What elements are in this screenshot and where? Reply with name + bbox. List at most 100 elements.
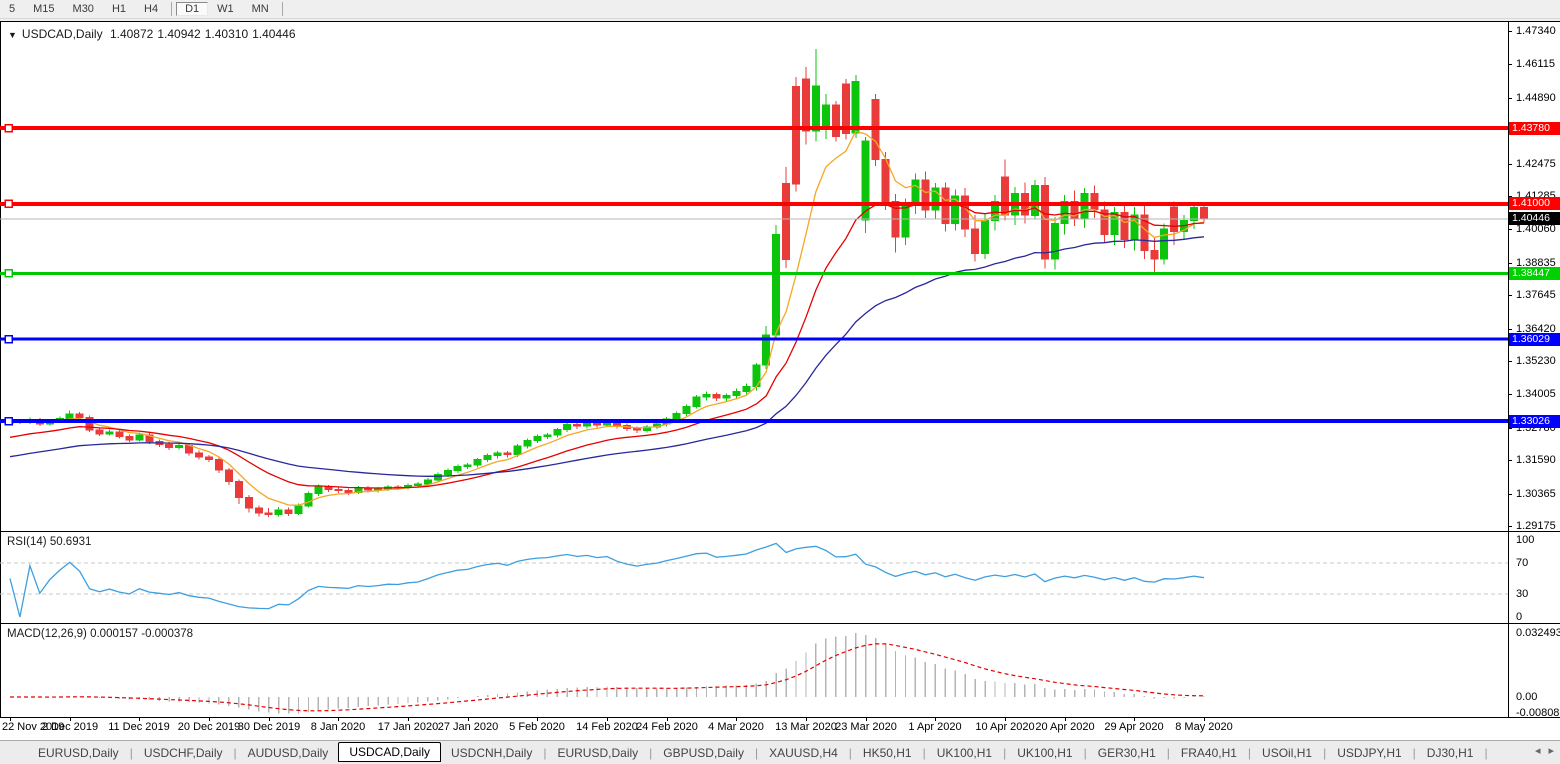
timeframe-button-M30[interactable]: M30 bbox=[72, 3, 94, 15]
chart-tab-HK50-H1[interactable]: HK50,H1 bbox=[862, 745, 912, 760]
tab-separator: | bbox=[1083, 745, 1087, 760]
rsi-axis-value: 0 bbox=[1516, 611, 1523, 623]
hline-handle[interactable] bbox=[4, 334, 13, 344]
chart-ohlc-header: ▼ USDCAD,Daily 1.40872 1.40942 1.40310 1.404… bbox=[8, 27, 300, 41]
hline-1.41[interactable] bbox=[0, 199, 1508, 209]
main-price-pane bbox=[0, 49, 1508, 518]
hline-1.4378[interactable] bbox=[0, 123, 1508, 133]
tab-scroll-left-icon[interactable]: ◂ bbox=[1534, 745, 1541, 757]
date-axis-tick bbox=[607, 718, 608, 721]
line-price-label-1.36029: 1.36029 bbox=[1509, 333, 1560, 346]
price-axis-value: 1.40060 bbox=[1516, 223, 1556, 235]
timeframe-button-W1[interactable]: W1 bbox=[217, 3, 234, 15]
date-axis-tick bbox=[806, 718, 807, 721]
timeframe-button-H4[interactable]: H4 bbox=[144, 3, 159, 15]
chart-tab-FRA40-H1[interactable]: FRA40,H1 bbox=[1180, 745, 1237, 760]
timeframe-toolbar: 5 M15 M30 H1 H4 D1 W1 MN bbox=[0, 0, 1560, 19]
chart-tab-AUDUSD-Daily[interactable]: AUDUSD,Daily bbox=[247, 745, 329, 760]
high-value: 1.40942 bbox=[157, 27, 201, 41]
hline-handle[interactable] bbox=[4, 269, 13, 278]
date-axis-tick bbox=[1204, 718, 1205, 721]
chart-tab-XAUUSD-H4[interactable]: XAUUSD,H4 bbox=[769, 745, 838, 760]
chart-tab-GER30-H1[interactable]: GER30,H1 bbox=[1097, 745, 1156, 760]
price-axis-value: 1.31590 bbox=[1516, 454, 1556, 466]
chart-tab-USDCHF-Daily[interactable]: USDCHF,Daily bbox=[143, 745, 223, 760]
tab-separator: | bbox=[649, 745, 653, 760]
date-axis-tick bbox=[139, 718, 140, 721]
tab-separator: | bbox=[848, 745, 852, 760]
date-axis-tick bbox=[736, 718, 737, 721]
hline-1.38447[interactable] bbox=[0, 269, 1508, 278]
macd-pane-bottom-border bbox=[0, 717, 1560, 718]
chart-tab-EURUSD-Daily[interactable]: EURUSD,Daily bbox=[557, 745, 639, 760]
chart-tab-EURUSD-Daily[interactable]: EURUSD,Daily bbox=[38, 745, 119, 760]
chart-tab-USDCNH-Daily[interactable]: USDCNH,Daily bbox=[451, 745, 533, 760]
chart-tab-USDJPY-H1[interactable]: USDJPY,H1 bbox=[1337, 745, 1402, 760]
tab-separator: | bbox=[1323, 745, 1327, 760]
chart-tab-USOil-H1[interactable]: USOil,H1 bbox=[1262, 745, 1313, 760]
main-pane-bottom-border bbox=[0, 531, 1560, 532]
price-axis-tick bbox=[1508, 428, 1512, 429]
price-axis-tick bbox=[1508, 196, 1512, 197]
chart-tab-GBPUSD-Daily[interactable]: GBPUSD,Daily bbox=[663, 745, 744, 760]
date-axis-tick bbox=[537, 718, 538, 721]
chart-window bbox=[0, 22, 1560, 718]
date-axis-value: 1 Apr 2020 bbox=[908, 721, 962, 733]
rsi-axis-value: 100 bbox=[1516, 534, 1535, 546]
date-axis-value: 11 Dec 2019 bbox=[108, 721, 170, 733]
hline-handle[interactable] bbox=[4, 199, 13, 209]
ma-slow-line bbox=[9, 236, 1205, 477]
timeframe-button-H1[interactable]: H1 bbox=[111, 3, 126, 15]
price-axis-value: 1.30365 bbox=[1516, 488, 1556, 500]
price-axis-tick bbox=[1508, 64, 1512, 65]
macd-axis-value: 0.00 bbox=[1516, 691, 1538, 703]
timeframe-button-5[interactable]: 5 bbox=[9, 3, 16, 15]
chart-tab-UK100-H1[interactable]: UK100,H1 bbox=[936, 745, 993, 760]
date-axis-value: 4 Mar 2020 bbox=[708, 721, 764, 733]
price-axis-border bbox=[1508, 22, 1509, 717]
date-axis-value: 24 Feb 2020 bbox=[636, 721, 698, 733]
date-axis-value: 8 Jan 2020 bbox=[310, 721, 366, 733]
price-axis-value: 1.46115 bbox=[1516, 58, 1555, 70]
hline-handle[interactable] bbox=[4, 416, 13, 426]
rsi-axis-value: 30 bbox=[1516, 588, 1529, 600]
toolbar-separator bbox=[171, 2, 173, 16]
tab-separator: | bbox=[129, 745, 133, 760]
tab-separator: | bbox=[233, 745, 237, 760]
date-axis-value: 20 Apr 2020 bbox=[1035, 721, 1095, 733]
hline-handle[interactable] bbox=[4, 123, 13, 133]
toolbar-separator bbox=[281, 2, 283, 16]
chart-tab-USDCAD-Daily[interactable]: USDCAD,Daily bbox=[338, 741, 441, 762]
price-axis-value: 1.47340 bbox=[1516, 25, 1556, 37]
tab-separator: | bbox=[1003, 745, 1007, 760]
hline-1.33026[interactable] bbox=[0, 416, 1508, 426]
current-price-label: 1.40446 bbox=[1509, 212, 1560, 225]
line-price-label-1.38447: 1.38447 bbox=[1509, 267, 1560, 280]
date-axis-tick bbox=[935, 718, 936, 721]
chart-tab-DJ30-H1[interactable]: DJ30,H1 bbox=[1426, 745, 1474, 760]
price-axis-value: 1.42475 bbox=[1516, 158, 1556, 170]
price-axis-value: 1.38835 bbox=[1516, 257, 1556, 269]
date-axis-value: 30 Dec 2019 bbox=[237, 721, 301, 733]
hline-1.36029[interactable] bbox=[0, 334, 1508, 344]
tab-scroll-right-icon[interactable]: ▸ bbox=[1548, 745, 1554, 757]
macd-axis-value: 0.032493 bbox=[1516, 627, 1560, 639]
date-axis-value: 5 Feb 2020 bbox=[509, 721, 565, 733]
low-value: 1.40310 bbox=[204, 27, 249, 41]
price-axis-tick bbox=[1508, 460, 1512, 461]
timeframe-button-MN[interactable]: MN bbox=[251, 3, 269, 15]
line-price-label-1.43780: 1.43780 bbox=[1509, 122, 1560, 135]
macd-histogram bbox=[19, 633, 1205, 714]
date-axis-tick bbox=[667, 718, 668, 721]
price-axis-value: 1.35230 bbox=[1516, 355, 1556, 367]
symbol-dropdown-icon[interactable]: ▼ bbox=[8, 30, 17, 40]
timeframe-button-D1[interactable]: D1 bbox=[176, 2, 209, 16]
timeframe-button-M15[interactable]: M15 bbox=[33, 3, 55, 15]
chart-tab-UK100-H1[interactable]: UK100,H1 bbox=[1017, 745, 1073, 760]
tab-separator: | bbox=[1484, 745, 1488, 760]
date-axis-value: 10 Apr 2020 bbox=[975, 721, 1035, 733]
date-axis-value: 13 Mar 2020 bbox=[775, 721, 837, 733]
date-axis-tick bbox=[269, 718, 270, 721]
close-value: 1.40446 bbox=[252, 27, 296, 41]
